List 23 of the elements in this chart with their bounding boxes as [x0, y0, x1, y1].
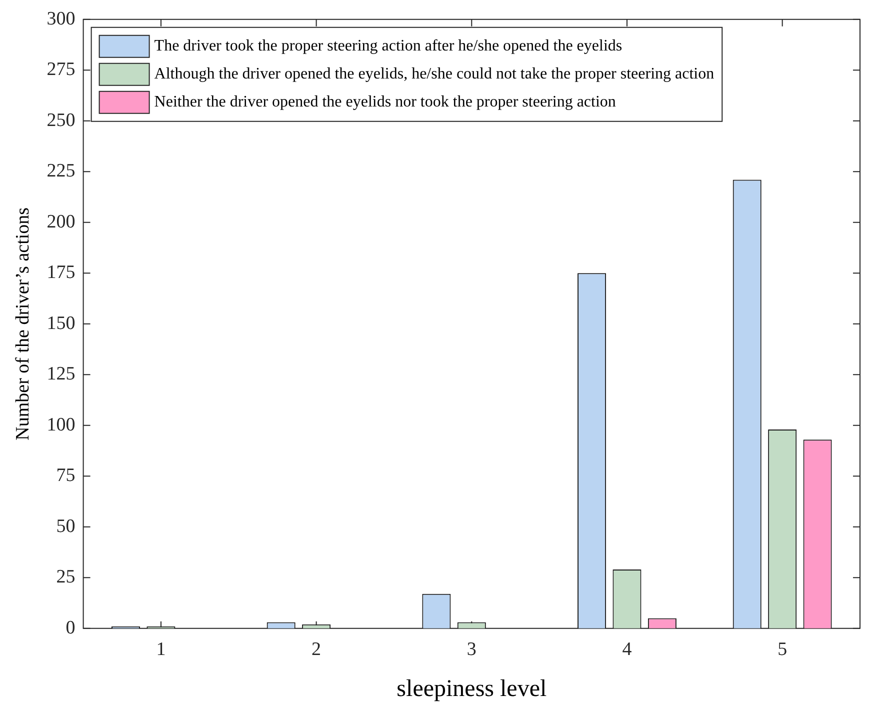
y-tick-label: 225	[46, 160, 76, 182]
y-tick-label: 25	[56, 566, 76, 588]
legend-label: Although the driver opened the eyelids, he/she could not take the proper steering action	[154, 66, 714, 83]
y-tick-label: 125	[46, 364, 76, 385]
x-tick-label: 2	[312, 638, 322, 660]
y-tick-label: 0	[66, 617, 76, 638]
y-tick-label: 50	[56, 516, 76, 537]
y-tick-label: 175	[46, 262, 76, 284]
y-tick-label: 250	[46, 110, 76, 131]
y-tick-label: 200	[46, 211, 76, 232]
x-tick-label: 1	[156, 638, 166, 660]
y-tick-label: 300	[46, 8, 76, 30]
y-tick-label: 150	[46, 312, 76, 334]
x-tick-label: 4	[622, 638, 632, 660]
x-axis-title: sleepiness level	[396, 676, 547, 702]
x-tick-label: 3	[466, 638, 476, 660]
y-tick-label: 100	[46, 414, 76, 436]
y-axis-title: Number of the driver’s actions	[12, 207, 34, 440]
y-tick-label: 75	[56, 465, 76, 486]
x-tick-label: 5	[778, 638, 788, 660]
legend-label: The driver took the proper steering action after he/she opened the eyelids	[154, 38, 622, 55]
y-tick-label: 275	[46, 59, 76, 80]
legend-label: Neither the driver opened the eyelids nor took the proper steering action	[154, 94, 616, 111]
